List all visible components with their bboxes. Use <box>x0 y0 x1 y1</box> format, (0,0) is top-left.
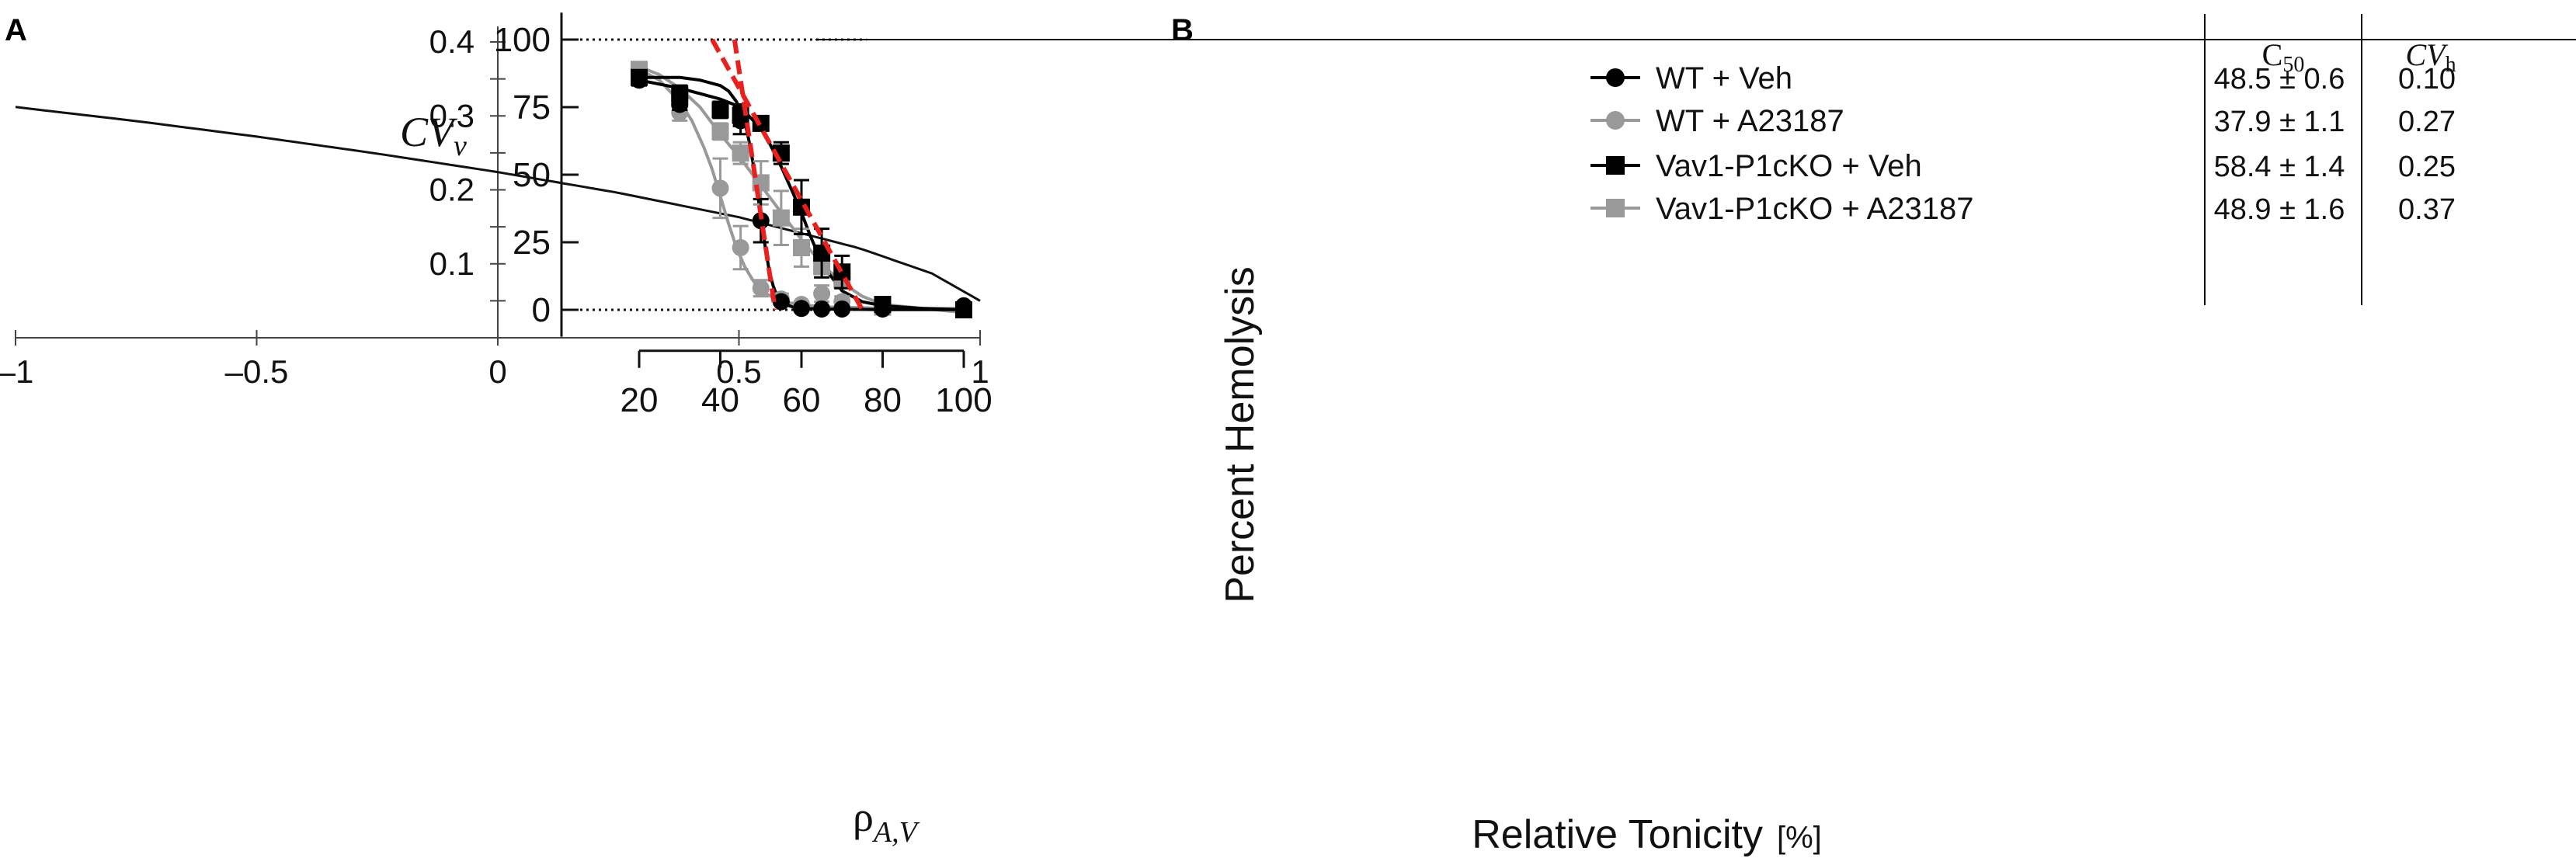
panel-b-point <box>772 209 790 227</box>
panel-b-point <box>752 280 770 297</box>
legend-marker <box>1606 111 1625 130</box>
legend-series-name: Vav1-P1cKO + A23187 <box>1656 192 1974 226</box>
legend-series-name: Vav1-P1cKO + Veh <box>1656 149 1922 183</box>
panel-b-slope-line <box>732 39 778 311</box>
panel-b-xlabel: Relative Tonicity <box>1472 812 1763 857</box>
legend-c50-value: 48.9 ± 1.6 <box>2214 193 2345 226</box>
panel-a-y-tick-label: 0.2 <box>429 172 475 208</box>
panel-a-x-tick-label: 0.5 <box>716 353 761 390</box>
panel-b-y-tick-label: 50 <box>513 156 551 194</box>
panel-b-label: B <box>1171 13 1194 47</box>
table-header-cvh: CVh <box>2405 37 2456 77</box>
panel-b-y-tick-label: 75 <box>513 89 551 127</box>
panel-b-point <box>711 123 729 141</box>
panel-b-point <box>955 297 972 314</box>
panel-a-y-tick-label: 0.1 <box>429 245 475 282</box>
legend-c50-value: 37.9 ± 1.1 <box>2214 106 2345 138</box>
legend-marker <box>1606 199 1625 217</box>
panel-b-point <box>833 300 851 318</box>
panel-b-x-tick-label: 40 <box>701 381 739 419</box>
panel-b-point <box>772 293 790 311</box>
panel-a-chart: –1 –0.5 0 0.5 1 0.1 0.2 0.3 0.4 <box>0 23 989 390</box>
legend-cvh-value: 0.27 <box>2398 106 2456 138</box>
panel-a-y-tick-label: 0.4 <box>429 23 475 60</box>
panel-b-x-tick-label: 100 <box>935 381 992 419</box>
panel-b-point <box>813 285 831 303</box>
panel-a-x-tick-label: 0 <box>488 353 506 390</box>
panel-b-point <box>793 238 810 256</box>
panel-b-point <box>874 300 892 318</box>
panel-b-y-tick-label: 0 <box>532 291 551 329</box>
panel-b-x-tick-label: 80 <box>864 381 902 419</box>
panel-a-x-tick-label: –0.5 <box>225 353 289 390</box>
panel-b-point <box>732 112 749 130</box>
panel-b-legend: WT + Veh 48.5 ± 0.6 0.10 WT + A23187 37.9 ± … <box>815 14 2576 305</box>
panel-b-point <box>732 144 749 162</box>
panel-b-slope-line <box>710 38 864 311</box>
table-header-c50: C50 <box>2262 37 2305 77</box>
legend-c50-value: 58.4 ± 1.4 <box>2214 151 2345 183</box>
legend-marker <box>1606 156 1625 175</box>
panel-b-x-tick-label: 60 <box>783 381 821 419</box>
panel-a-curve <box>15 106 981 302</box>
panel-b-xlabel-unit: [%] <box>1777 821 1822 855</box>
panel-b-point <box>711 101 729 119</box>
panel-a-y-tick-label: 0.3 <box>429 97 475 134</box>
panel-a-label: A <box>5 13 27 47</box>
legend-marker <box>1606 68 1625 87</box>
legend-cvh-value: 0.10 <box>2398 63 2456 96</box>
panel-b-point <box>793 300 810 318</box>
panel-b-x-tick-label: 20 <box>621 381 659 419</box>
panel-b-point <box>752 212 770 230</box>
panel-b-y-tick-label: 25 <box>513 224 551 262</box>
panel-b-point <box>813 300 831 318</box>
panel-b-y-tick-label: 100 <box>494 21 551 59</box>
panel-b-ylabel: Percent Hemolysis <box>1218 266 1263 603</box>
legend-c50-value: 48.5 ± 0.6 <box>2214 63 2345 96</box>
legend-series-name: WT + Veh <box>1656 61 1792 96</box>
panel-a-x-tick-label: –1 <box>0 353 33 390</box>
panel-b-point <box>711 179 729 197</box>
panel-b-chart: 0 25 50 75 100 20 40 60 80 100 <box>494 12 993 419</box>
legend-series-name: WT + A23187 <box>1656 104 1844 138</box>
panel-a-x-tick-label: 1 <box>971 353 989 390</box>
panel-b-point <box>732 238 749 256</box>
legend-cvh-value: 0.37 <box>2398 193 2456 226</box>
legend-cvh-value: 0.25 <box>2398 151 2456 183</box>
panel-a-xlabel: ρA,V <box>853 794 920 849</box>
panel-b-point <box>631 71 648 89</box>
panel-a-ylabel: CVv <box>400 109 467 162</box>
panel-b-point <box>671 96 689 113</box>
